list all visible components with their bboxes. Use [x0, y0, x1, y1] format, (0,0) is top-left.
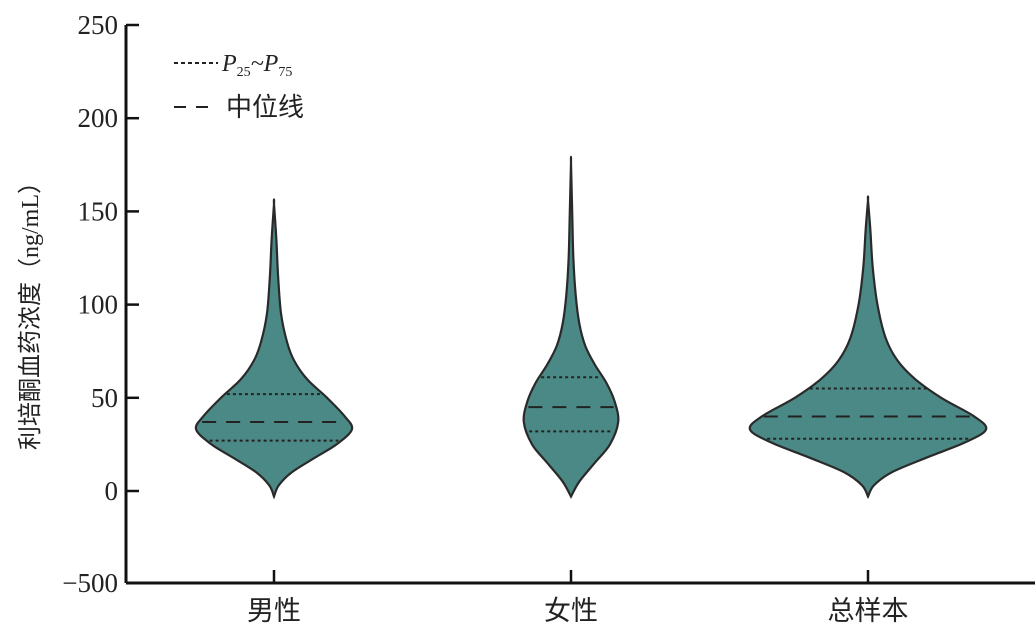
y-axis-label: 利培酮血药浓度（ng/mL） [17, 170, 44, 450]
y-tick-label: 100 [78, 290, 119, 320]
y-tick-label: 0 [105, 476, 119, 506]
y-tick-label: 50 [91, 383, 118, 413]
legend-label-quartile: P25~P75 [221, 51, 292, 80]
legend-label-median: 中位线 [226, 93, 304, 122]
x-tick-label: 总样本 [828, 596, 909, 626]
violin-1 [522, 155, 620, 499]
violin-0 [194, 198, 354, 500]
y-tick-label: 200 [78, 103, 119, 133]
y-tick-label: −500 [62, 568, 118, 598]
y-tick-label: 250 [78, 10, 119, 40]
x-tick-label: 女性 [544, 596, 598, 626]
violin-2 [748, 195, 988, 499]
legend: P25~P75 中位线 [174, 51, 304, 122]
y-tick-label: 150 [78, 196, 119, 226]
x-tick-label: 男性 [247, 596, 301, 626]
